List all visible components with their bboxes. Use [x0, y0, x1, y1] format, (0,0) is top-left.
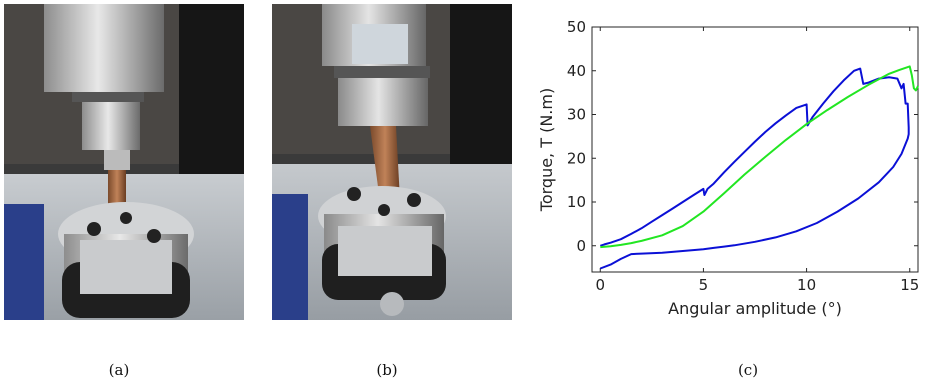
photo-b-image [272, 4, 512, 320]
y-tick-label: 20 [567, 149, 586, 167]
y-tick-label: 10 [567, 193, 586, 211]
y-tick-label: 40 [567, 62, 586, 80]
series-line-1 [600, 65, 919, 249]
y-tick-label: 0 [576, 237, 586, 255]
series-layer [599, 65, 919, 270]
caption-b: (b) [376, 361, 398, 379]
y-tick-label: 50 [567, 18, 586, 36]
caption-a: (a) [108, 361, 130, 379]
photo-a [4, 4, 244, 320]
plot-frame [591, 26, 919, 273]
x-axis-label: Angular amplitude (°) [668, 299, 842, 318]
x-tick-label: 0 [595, 276, 605, 294]
y-tick-label: 30 [567, 106, 586, 124]
photo-a-image [4, 4, 244, 320]
series-line-0 [599, 67, 910, 270]
photo-b [272, 4, 512, 320]
plot-area [591, 26, 919, 273]
axis-ticks: 0 5 10 15 0 10 20 30 40 50 [567, 18, 919, 294]
caption-c: (c) [737, 361, 759, 379]
y-axis-label: Torque, T (N.m) [537, 88, 556, 212]
x-tick-label: 5 [699, 276, 709, 294]
x-tick-label: 15 [900, 276, 919, 294]
x-tick-label: 10 [797, 276, 816, 294]
